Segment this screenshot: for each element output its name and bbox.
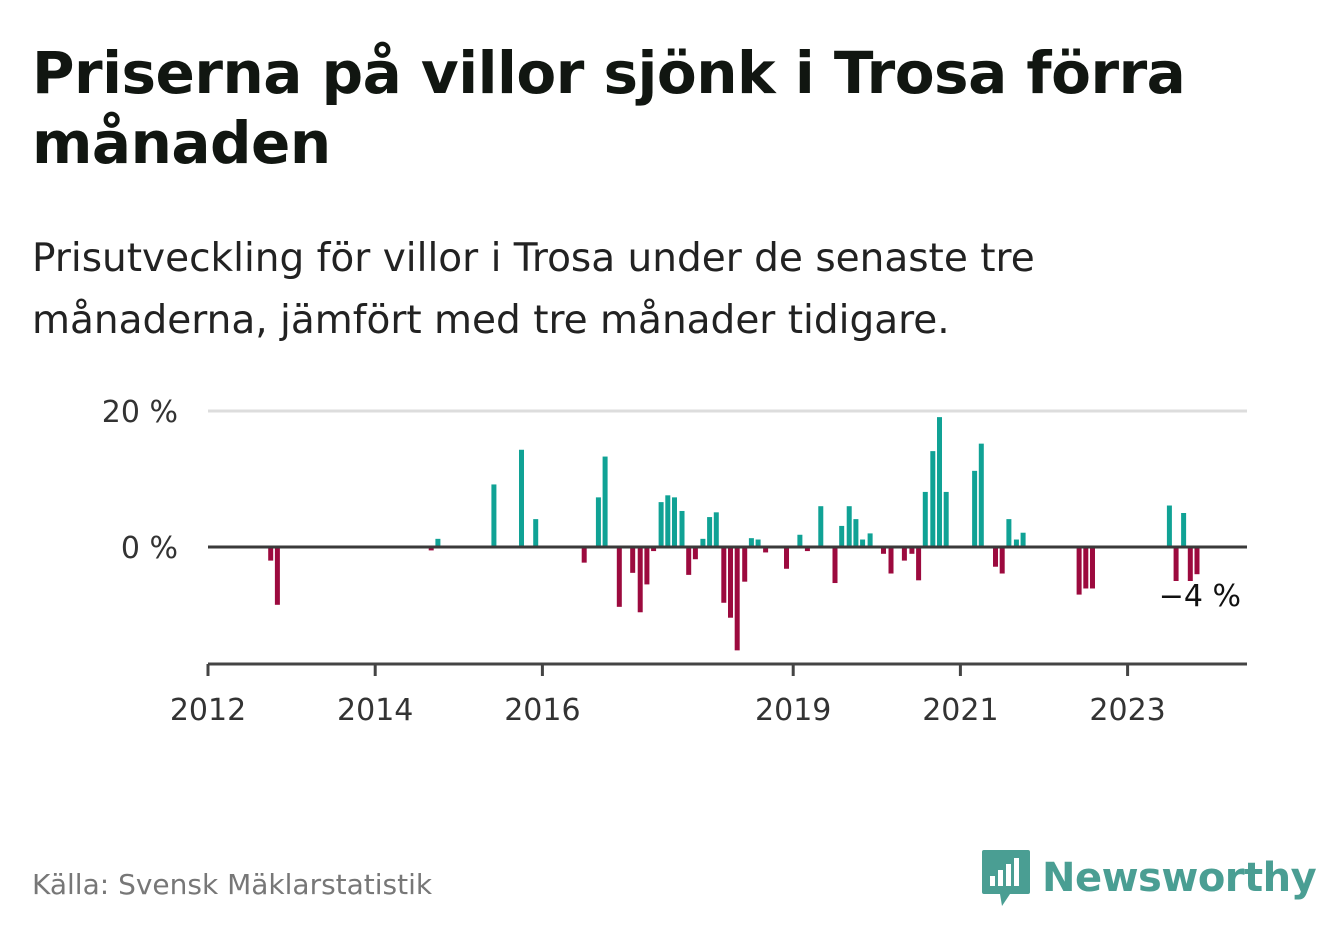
x-tick-label: 2016	[504, 693, 580, 728]
x-tick-label: 2021	[922, 693, 998, 728]
bar	[533, 519, 539, 547]
bar	[435, 538, 441, 547]
x-tick-label: 2014	[337, 693, 413, 728]
bar	[1089, 547, 1095, 589]
bar	[637, 547, 643, 613]
source-note: Källa: Svensk Mäklarstatistik	[32, 868, 433, 901]
brand-logo[interactable]: Newsworthy	[980, 848, 1317, 908]
bar	[679, 510, 685, 547]
brand-name: Newsworthy	[1042, 855, 1317, 901]
bar	[846, 506, 852, 547]
bar	[839, 525, 845, 547]
bar	[274, 547, 280, 605]
bar	[491, 484, 497, 547]
bar	[692, 547, 698, 560]
bar	[804, 547, 810, 552]
bar	[734, 547, 740, 651]
bar	[519, 449, 524, 547]
bar	[1173, 547, 1179, 581]
bar	[748, 538, 754, 547]
bar	[818, 506, 824, 547]
bar-series	[268, 417, 1200, 651]
bar	[922, 491, 928, 547]
bar	[1020, 532, 1026, 547]
bar	[916, 547, 922, 581]
bar	[1166, 505, 1172, 547]
y-tick-label: 0 %	[121, 531, 178, 566]
bar	[978, 443, 984, 547]
bar	[909, 547, 915, 554]
axes	[206, 545, 1247, 676]
bar	[993, 547, 999, 567]
bar	[797, 534, 803, 547]
tick-labels: 0 % 20 % 2012 2014 2016 2019 2021 2023 −4 %	[102, 395, 1241, 728]
bar	[930, 451, 936, 547]
last-value-label: −4 %	[1159, 579, 1241, 614]
y-tick-label: 20 %	[102, 395, 178, 430]
bar	[1181, 513, 1187, 547]
bar	[651, 547, 657, 552]
bar	[943, 491, 949, 547]
bar	[999, 547, 1005, 574]
bar	[665, 495, 671, 547]
bar	[853, 519, 859, 547]
bar	[686, 547, 692, 575]
bar	[901, 547, 907, 561]
bar	[880, 547, 886, 554]
bar	[658, 502, 664, 547]
bar	[832, 547, 838, 584]
bar	[644, 547, 650, 585]
bar	[721, 547, 727, 603]
bar	[713, 512, 719, 547]
bar	[428, 547, 434, 551]
x-tick-label: 2012	[170, 693, 246, 728]
bar	[742, 547, 748, 582]
bar	[763, 547, 769, 553]
x-tick-label: 2019	[755, 693, 831, 728]
bar	[630, 547, 636, 573]
bar	[595, 497, 601, 547]
bar	[268, 547, 274, 561]
bar	[707, 517, 713, 547]
chart-title: Priserna på villor sjönk i Trosa förra m…	[32, 39, 1186, 177]
x-tick-label: 2023	[1089, 693, 1165, 728]
bar	[972, 470, 978, 547]
bar	[937, 417, 942, 547]
bar	[602, 456, 608, 547]
bar	[1083, 547, 1089, 589]
bar	[1076, 547, 1082, 595]
bar	[1194, 547, 1200, 575]
bar	[700, 538, 706, 547]
bar	[1006, 519, 1012, 547]
bar	[581, 547, 587, 563]
bar	[888, 547, 894, 574]
bar	[728, 547, 733, 618]
bar	[784, 547, 790, 569]
bar	[867, 533, 873, 547]
bar	[616, 547, 622, 607]
bar-chart: 0 % 20 % 2012 2014 2016 2019 2021 2023 −4 %	[102, 395, 1247, 728]
newsworthy-logo-icon	[982, 850, 1030, 906]
bar	[1187, 547, 1193, 581]
bar	[671, 497, 677, 547]
bar	[860, 539, 866, 547]
bar	[755, 539, 761, 547]
chart-subtitle: Prisutveckling för villor i Trosa under …	[32, 236, 1035, 343]
bar	[1013, 539, 1019, 547]
